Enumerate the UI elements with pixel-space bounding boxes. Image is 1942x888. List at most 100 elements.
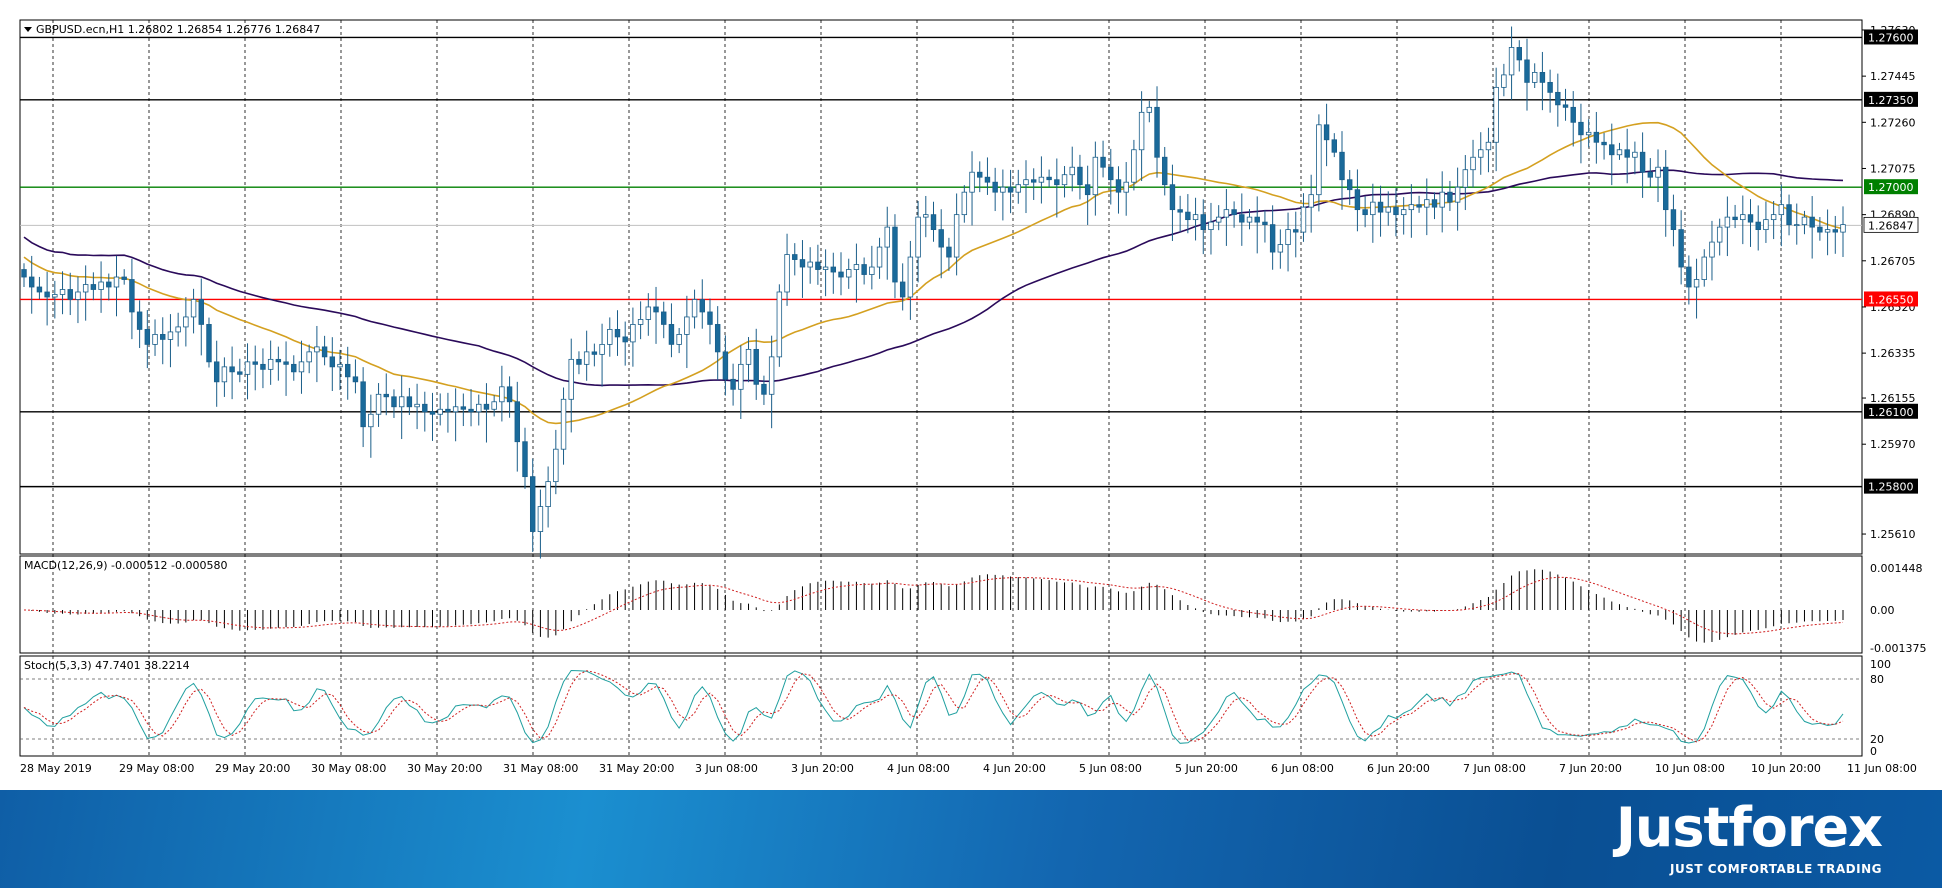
candle — [1601, 132, 1607, 160]
candle-body-down — [1593, 131, 1600, 143]
candle — [1531, 63, 1538, 89]
candle-body-down — [21, 269, 27, 278]
stoch-pane — [19, 655, 1863, 757]
candle-body-down — [1817, 226, 1823, 233]
candle — [1562, 88, 1569, 121]
candle — [1200, 199, 1206, 255]
candle-body-up — [59, 289, 66, 295]
candle — [1131, 139, 1137, 191]
candle-body-down — [977, 171, 983, 178]
candle — [368, 394, 374, 458]
candle-body-down — [1354, 189, 1361, 211]
candle — [869, 245, 875, 290]
candle — [1300, 193, 1307, 242]
candle-body-up — [599, 343, 605, 355]
candle — [1801, 210, 1808, 235]
candle-body-down — [707, 311, 713, 325]
macd-tick-label: -0.001375 — [1870, 642, 1926, 655]
candle — [237, 358, 243, 383]
candle-body-up — [691, 299, 698, 318]
candle-body-down — [622, 336, 628, 343]
candle — [213, 340, 220, 407]
candle-body-down — [576, 358, 582, 365]
candle — [90, 272, 97, 301]
candle — [106, 273, 112, 301]
candle-body-up — [298, 361, 305, 373]
candle-body-up — [1462, 169, 1469, 188]
candle-body-up — [1092, 156, 1099, 196]
time-axis: 28 May 2019 29 May 08:00 29 May 20:00 30 Ma… — [20, 762, 1917, 775]
candle — [1169, 164, 1176, 241]
candle — [1077, 154, 1083, 200]
candle-body-up — [98, 281, 104, 290]
price-tick-label: 1.25970 — [1870, 438, 1916, 451]
candle-body-up — [1470, 156, 1476, 171]
candle — [1817, 217, 1823, 241]
candle — [1054, 158, 1060, 218]
candle — [44, 271, 50, 326]
candle-body-down — [1115, 179, 1122, 193]
candle-body-up — [337, 363, 343, 368]
candle-body-up — [784, 254, 790, 293]
time-label: 4 Jun 20:00 — [983, 762, 1046, 775]
candle — [676, 327, 682, 354]
level-label-bg — [1864, 91, 1918, 107]
candle — [429, 392, 436, 441]
candle — [1501, 63, 1507, 97]
candle-body-down — [1254, 216, 1260, 223]
candle — [483, 383, 490, 443]
candle — [553, 429, 559, 495]
candle-body-down — [391, 396, 397, 408]
candle-body-up — [738, 363, 744, 390]
candle — [1578, 103, 1584, 164]
candle — [637, 301, 644, 340]
candle — [1770, 201, 1777, 240]
stoch-tick-label: 0 — [1870, 745, 1877, 758]
time-label: 5 Jun 20:00 — [1175, 762, 1238, 775]
candle — [98, 261, 104, 313]
candle-body-down — [460, 406, 467, 410]
candle — [545, 466, 551, 528]
candle-body-down — [614, 329, 621, 338]
candle — [306, 344, 312, 374]
candle — [75, 276, 81, 324]
candle — [784, 233, 790, 306]
candle — [260, 348, 266, 389]
candle-body-down — [1755, 221, 1761, 231]
candle — [267, 340, 274, 385]
candle-body-down — [260, 363, 266, 370]
time-label: 28 May 2019 — [20, 762, 92, 775]
candle — [167, 314, 174, 368]
candle — [1030, 168, 1037, 200]
candle-body-down — [252, 361, 258, 365]
price-chart: 1.276301.274451.272601.270751.268901.267… — [19, 19, 1927, 775]
candle-body-up — [1709, 241, 1715, 258]
collapse-triangle-icon[interactable] — [24, 27, 32, 32]
candle-body-up — [822, 266, 829, 270]
candle — [815, 244, 821, 285]
macd-pane — [19, 555, 1863, 654]
candle — [1046, 169, 1052, 188]
candle-body-up — [1478, 149, 1484, 158]
branding-footer: Justforex JUST COMFORTABLE TRADING — [0, 790, 1942, 888]
candle-body-up — [1763, 219, 1769, 231]
level-label: 1.26550 — [1868, 293, 1914, 306]
candle — [1231, 201, 1237, 228]
candle — [1092, 141, 1099, 216]
candle — [1154, 86, 1160, 178]
candle-body-up — [583, 351, 590, 365]
candle-body-down — [815, 261, 821, 270]
candle-body-up — [1424, 199, 1430, 208]
candle-body-down — [1578, 121, 1584, 136]
candle-body-up — [1192, 214, 1199, 221]
candle-body-down — [1663, 166, 1669, 211]
candle — [1015, 169, 1021, 204]
stoch-tick-label: 20 — [1870, 733, 1884, 746]
candle-body-down — [1624, 149, 1630, 158]
candle — [668, 303, 675, 358]
candle — [252, 345, 258, 391]
candle — [1400, 197, 1407, 235]
candle — [1223, 188, 1230, 246]
candle-body-down — [1162, 156, 1168, 186]
candle-body-up — [175, 326, 181, 333]
